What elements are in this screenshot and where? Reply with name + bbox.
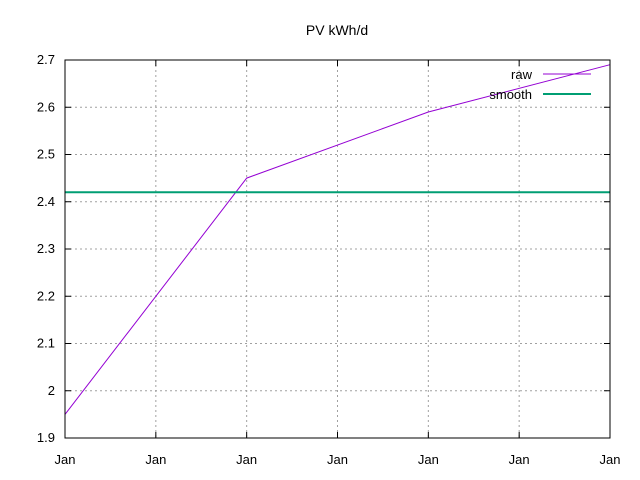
x-tick-label: Jan (600, 452, 621, 467)
y-tick-label: 2 (48, 383, 55, 398)
x-tick-label: Jan (236, 452, 257, 467)
legend-label-raw: raw (511, 67, 533, 82)
legend-label-smooth: smooth (489, 87, 532, 102)
series-line-raw (64, 64, 611, 415)
y-tick-label: 2.6 (37, 99, 55, 114)
plot-frame (64, 59, 611, 439)
axis-ticks: 1.9 2 2.1 2.2 2.3 2.4 2.5 2.6 2.7 Jan Jan Jan Jan Jan… (37, 52, 621, 467)
y-tick-label: 2.1 (37, 336, 55, 351)
x-tick-label: Jan (145, 452, 166, 467)
x-tick-label: Jan (327, 452, 348, 467)
y-tick-label: 2.5 (37, 147, 55, 162)
chart-title: PV kWh/d (306, 22, 368, 38)
x-tick-label: Jan (55, 452, 76, 467)
x-tick-label: Jan (509, 452, 530, 467)
y-tick-label: 2.2 (37, 288, 55, 303)
x-tick-label: Jan (418, 452, 439, 467)
y-tick-label: 2.7 (37, 52, 55, 67)
y-tick-label: 1.9 (37, 430, 55, 445)
grid (65, 60, 610, 438)
y-tick-label: 2.3 (37, 241, 55, 256)
legend: raw smooth (489, 67, 591, 102)
y-tick-label: 2.4 (37, 194, 55, 209)
series-lines (64, 64, 611, 415)
